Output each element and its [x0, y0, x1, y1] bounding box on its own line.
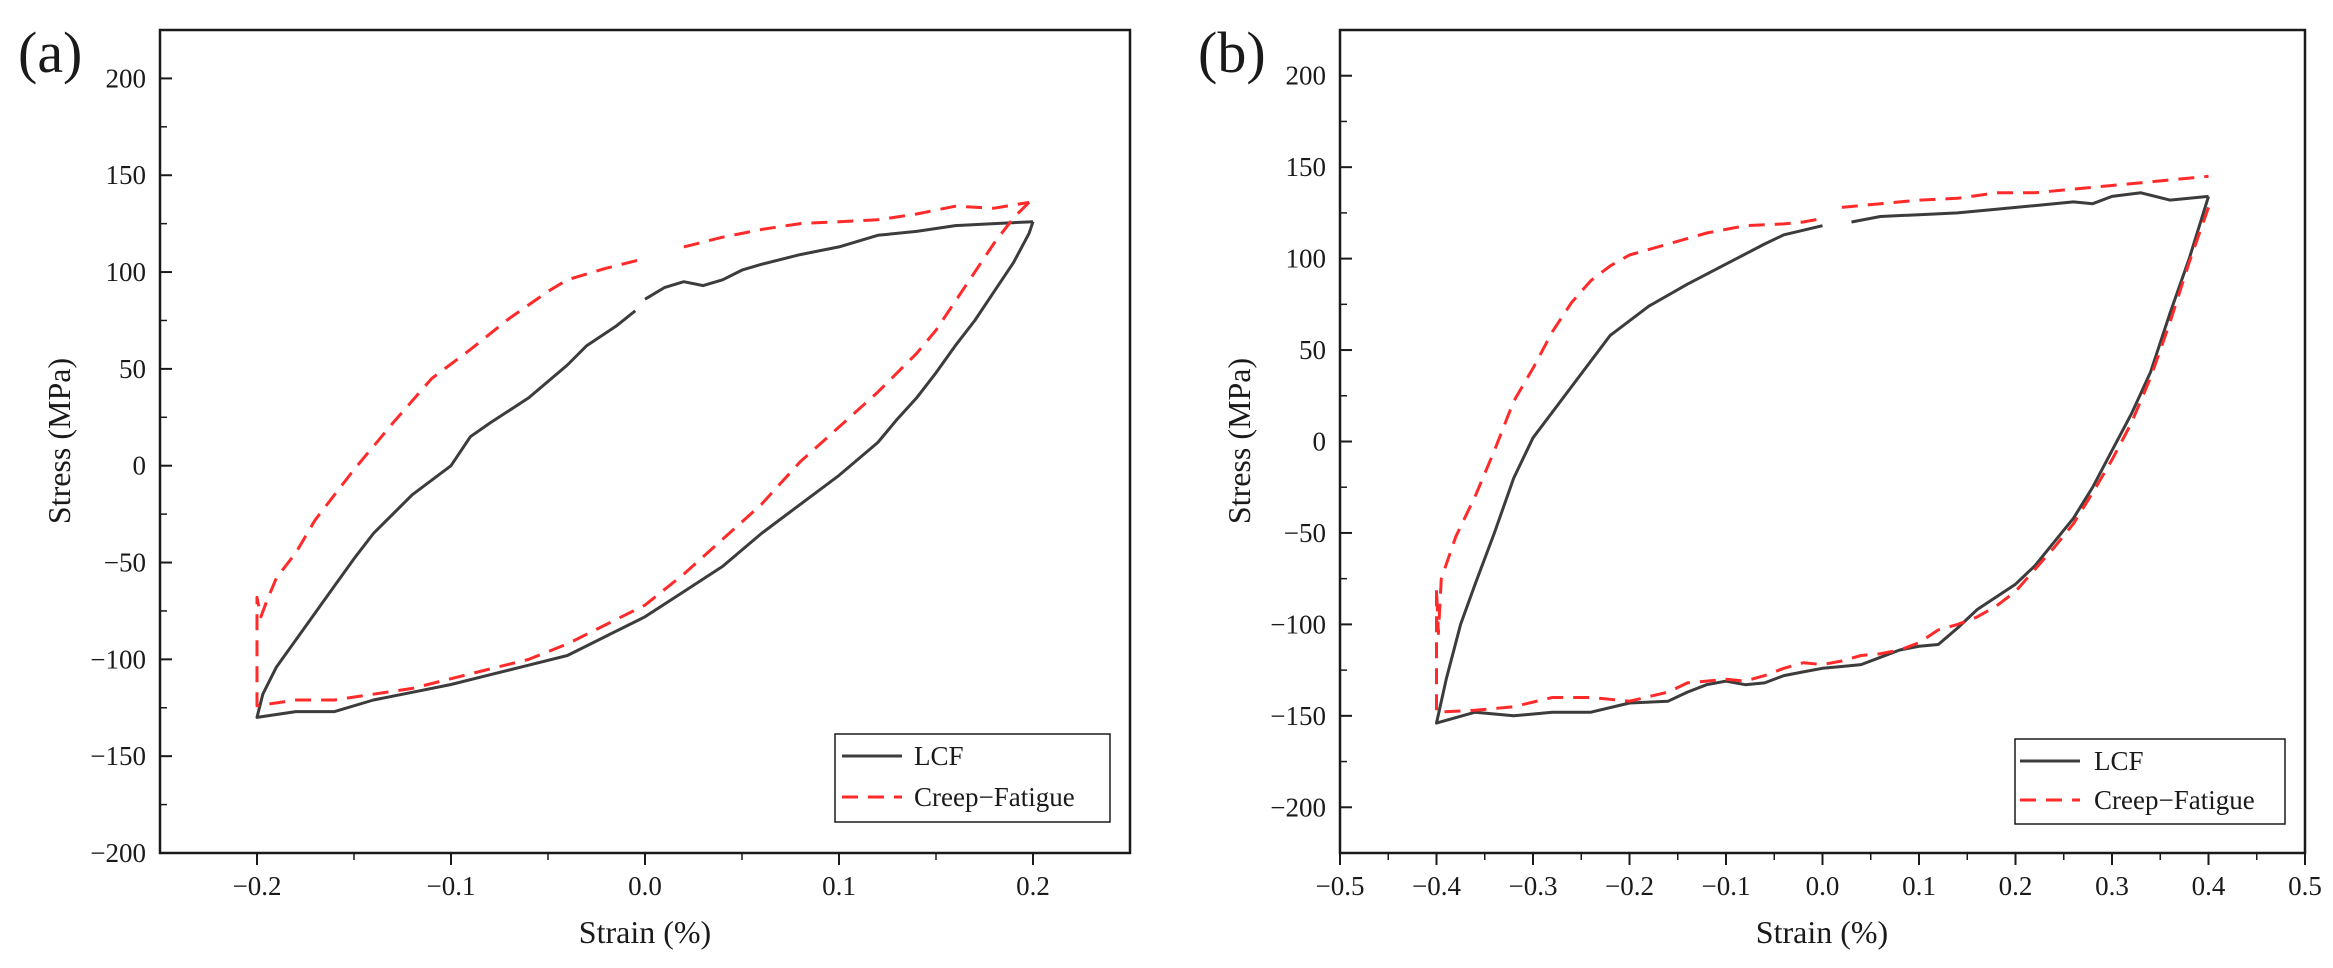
x-tick-label: 0.3: [2095, 871, 2129, 901]
y-tick-label: 50: [1299, 335, 1326, 365]
x-tick-label: −0.1: [1702, 871, 1751, 901]
axis-ticks: −0.5 −0.4 −0.3 −0.2 −0.1 0.0 0.1 0.2 0.3 0.4 0.5 −2…: [1270, 61, 2322, 901]
y-tick-label: 150: [1286, 152, 1327, 182]
x-tick-label: −0.3: [1509, 871, 1558, 901]
y-axis-title: Stress (MPa): [41, 358, 77, 524]
series-line-creep-fatigue: [1435, 206, 2210, 714]
legend-label-lcf: LCF: [914, 741, 964, 771]
chart-panel-b: (b) −0.5 −0.4 −0.3 −0.2 −0.1 0.0 0.1 0.2 0.3 0.4 0…: [1198, 20, 2322, 950]
x-tick-label: 0.1: [1902, 871, 1936, 901]
y-tick-label: −200: [1270, 792, 1326, 822]
y-tick-label: 150: [106, 160, 147, 190]
x-tick-label: 0.0: [628, 871, 662, 901]
series-line-creep-fatigue: [255, 201, 1031, 708]
x-tick-label: 0.2: [1016, 871, 1050, 901]
x-tick-label: −0.2: [233, 871, 282, 901]
x-tick-label: −0.2: [1605, 871, 1654, 901]
chart-panel-a: (a) −0.2 −0.1 0.0 0.1 0.2 −200 −150 −100 −50 0 50 1…: [18, 20, 1132, 950]
y-tick-label: −150: [90, 741, 146, 771]
x-tick-label: 0.2: [1999, 871, 2033, 901]
series-line-lcf: [1851, 191, 2209, 224]
y-tick-label: 100: [106, 257, 147, 287]
panel-label: (b): [1198, 20, 1266, 85]
y-tick-label: 50: [119, 354, 146, 384]
legend-label-lcf: LCF: [2094, 746, 2144, 776]
legend-box: [834, 733, 1111, 823]
y-tick-label: 200: [1286, 61, 1327, 91]
series-line-creep-fatigue: [683, 200, 1030, 249]
legend-label-creep-fatigue: Creep−Fatigue: [914, 782, 1075, 812]
x-tick-label: 0.4: [2192, 871, 2226, 901]
y-tick-label: −50: [1284, 518, 1326, 548]
axis-ticks: −0.2 −0.1 0.0 0.1 0.2 −200 −150 −100 −50 0 50 100 15…: [90, 63, 1050, 901]
legend-label-creep-fatigue: Creep−Fatigue: [2094, 785, 2255, 815]
panel-label: (a): [18, 20, 82, 85]
x-tick-label: 0.0: [1806, 871, 1840, 901]
x-tick-label: 0.5: [2288, 871, 2322, 901]
x-axis-title: Strain (%): [579, 914, 711, 950]
x-tick-label: 0.1: [822, 871, 856, 901]
plot-frame: [158, 28, 1132, 855]
series-line-lcf: [255, 221, 1035, 719]
y-tick-label: 0: [1313, 427, 1327, 457]
y-tick-label: −100: [90, 644, 146, 674]
series-line-lcf: [644, 220, 1034, 301]
legend: LCF Creep−Fatigue: [2014, 738, 2286, 825]
plot-frame: [1338, 28, 2307, 855]
x-tick-label: −0.4: [1412, 871, 1461, 901]
legend-box: [2014, 738, 2286, 825]
series-lines: [255, 200, 1035, 719]
y-axis-title: Stress (MPa): [1221, 358, 1257, 524]
y-tick-label: 0: [133, 451, 147, 481]
legend: LCF Creep−Fatigue: [834, 733, 1111, 823]
y-tick-label: −200: [90, 838, 146, 868]
series-line-creep-fatigue: [1841, 174, 2209, 209]
series-lines: [1435, 174, 2210, 725]
y-tick-label: 100: [1286, 244, 1327, 274]
y-tick-label: 200: [106, 63, 147, 93]
x-tick-label: −0.5: [1316, 871, 1365, 901]
y-tick-label: −150: [1270, 701, 1326, 731]
series-line-lcf: [1435, 195, 2210, 725]
x-axis-title: Strain (%): [1756, 914, 1888, 950]
y-tick-label: −100: [1270, 609, 1326, 639]
x-tick-label: −0.1: [427, 871, 476, 901]
y-tick-label: −50: [104, 548, 146, 578]
